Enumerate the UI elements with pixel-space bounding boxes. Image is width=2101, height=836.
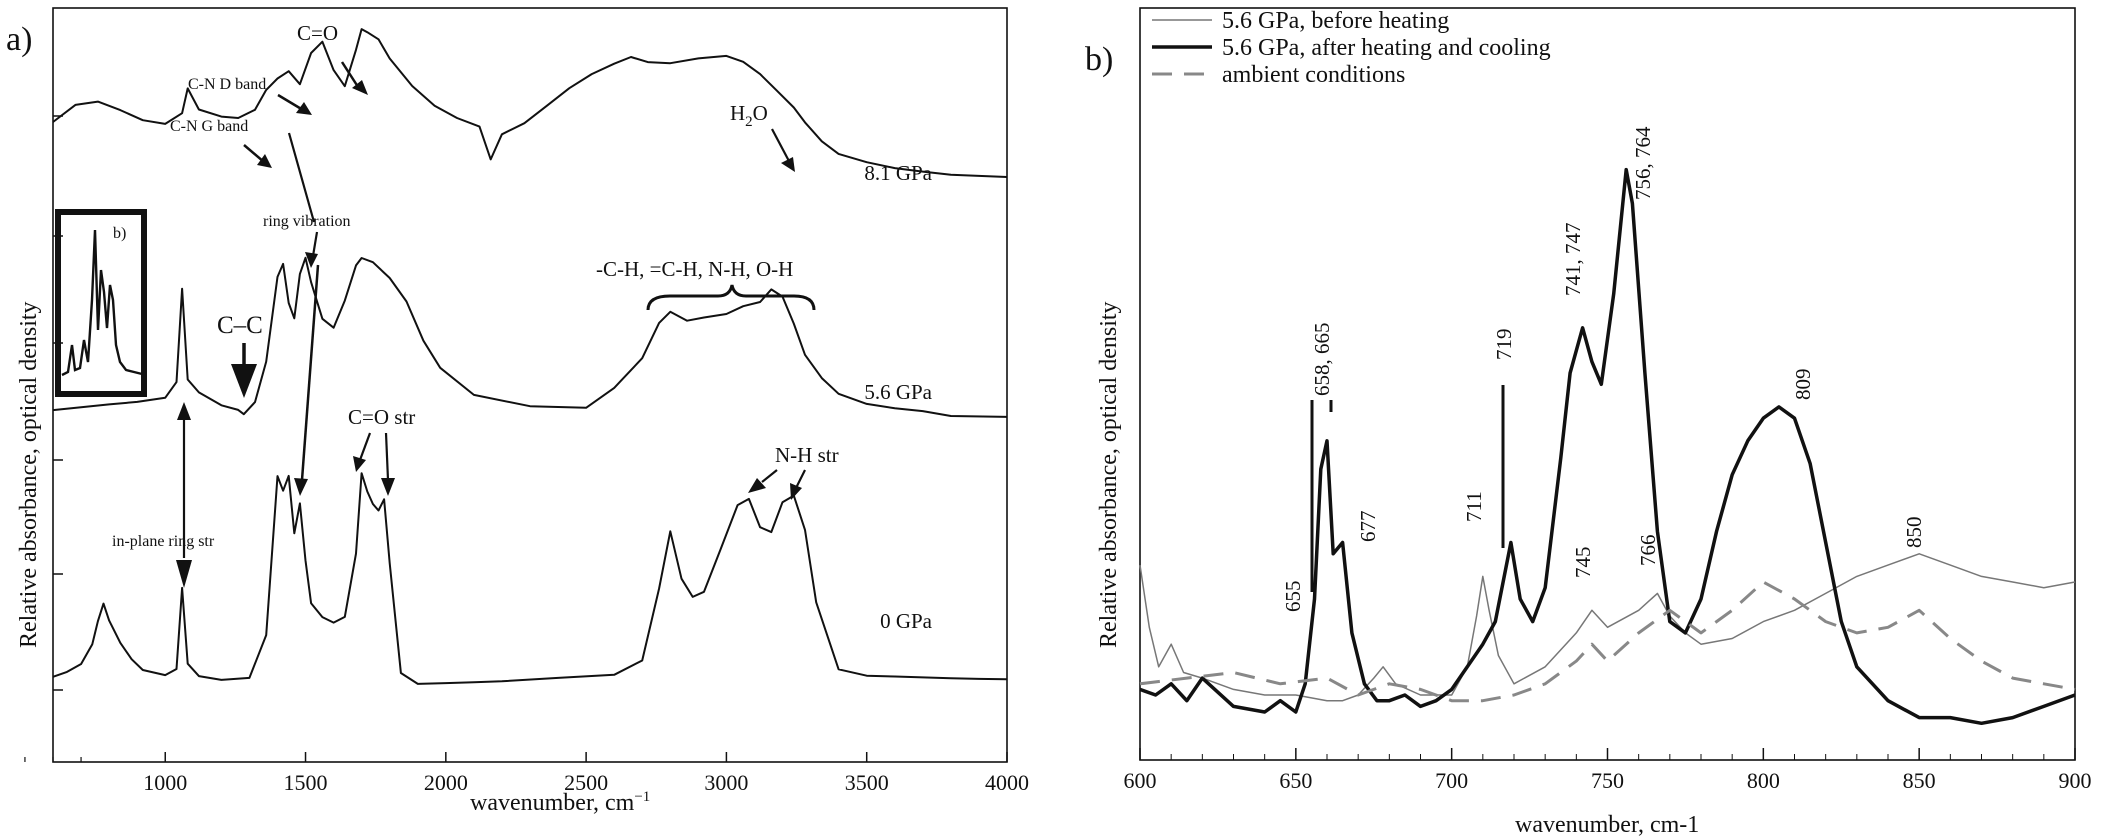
arrowhead-c-eq-o bbox=[352, 80, 368, 95]
inset-box: b) bbox=[55, 209, 147, 397]
arrowhead-cn-d-band bbox=[296, 102, 312, 115]
x-tick-label-a-4000: 4000 bbox=[985, 770, 1029, 795]
panel-b: b) 600 650 700 750 800 850 900 wavenumber, cm-… bbox=[1085, 7, 2092, 836]
panel-b-legend: 5.6 GPa, before heating 5.6 GPa, after h… bbox=[1152, 8, 1551, 88]
x-tick-label-b-600: 600 bbox=[1124, 768, 1157, 793]
series-line-b-2 bbox=[1139, 580, 2076, 703]
peak-label-741-747: 741, 747 bbox=[1561, 223, 1585, 297]
brace-ch-group bbox=[646, 284, 816, 311]
arrowhead-nh-str-right bbox=[790, 483, 802, 500]
peak-label-756-764: 756, 764 bbox=[1631, 126, 1655, 200]
peak-label-850: 850 bbox=[1902, 517, 1926, 549]
x-tick-label-a-2500: 2500 bbox=[564, 770, 608, 795]
annotation-c-eq-o: C=O bbox=[297, 21, 338, 45]
peak-label-745: 745 bbox=[1571, 547, 1595, 579]
arrow-co-str-right bbox=[384, 432, 390, 481]
arrow-co-str-left bbox=[358, 432, 372, 461]
panel-a-annotations: C=O C-N D band C-N G band H2O ring vibra… bbox=[112, 21, 839, 588]
series-line-b-0 bbox=[1139, 553, 2076, 702]
peak-label-766: 766 bbox=[1636, 535, 1660, 567]
arrowhead-h2o bbox=[781, 157, 795, 172]
x-tick-label-a-2000: 2000 bbox=[424, 770, 468, 795]
arrow-nh-str-right bbox=[795, 469, 806, 489]
arrow-cn-g-band bbox=[243, 144, 265, 163]
x-tick-label-b-900: 900 bbox=[2059, 768, 2092, 793]
panel-b-y-label: Relative absorbance, optical density bbox=[1096, 301, 1122, 648]
series-line-a-0 bbox=[52, 28, 1008, 178]
annotation-c-c: C–C bbox=[217, 312, 263, 339]
series-label-8-1-gpa: 8.1 GPa bbox=[864, 161, 932, 185]
arrow-h2o bbox=[771, 128, 791, 164]
panel-a-x-axis: 1000 1500 2000 2500 3000 3500 4000 bbox=[24, 752, 1029, 795]
x-tick-label-a-1500: 1500 bbox=[284, 770, 328, 795]
peak-label-655: 655 bbox=[1281, 581, 1305, 613]
annotation-h2o: H2O bbox=[730, 101, 768, 130]
peak-label-809: 809 bbox=[1791, 369, 1815, 401]
panel-a-x-label: wavenumber, cm−1 bbox=[470, 789, 650, 816]
arrowhead-ring-vibration-low bbox=[294, 478, 308, 496]
panel-a: a) 1000 1500 2000 2500 3000 3500 4000 wavenumb… bbox=[6, 7, 1029, 816]
arrow-ring-vibration-mid bbox=[311, 231, 319, 257]
legend-label-after-heating: 5.6 GPa, after heating and cooling bbox=[1222, 35, 1551, 61]
arrow-ring-vibration-low bbox=[300, 264, 320, 481]
arrowhead-co-str-left bbox=[353, 456, 366, 472]
series-line-a-2 bbox=[52, 472, 1008, 685]
series-label-5-6-gpa: 5.6 GPa bbox=[864, 380, 932, 404]
panel-b-x-label: wavenumber, cm-1 bbox=[1515, 812, 1699, 836]
peak-label-658-665: 658, 665 bbox=[1310, 323, 1334, 397]
arrow-cn-d-band bbox=[277, 93, 304, 112]
arrowhead-nh-str-left bbox=[748, 478, 766, 493]
annotation-co-str: C=O str bbox=[348, 405, 415, 429]
x-tick-label-b-650: 650 bbox=[1279, 768, 1312, 793]
legend-label-ambient: ambient conditions bbox=[1222, 62, 1405, 88]
annotation-ch-group: -C-H, =C-H, N-H, O-H bbox=[596, 257, 793, 281]
panel-a-y-label: Relative absorbance, optical density bbox=[16, 301, 42, 648]
arrowhead-ring-vibration-mid bbox=[305, 252, 318, 268]
annotation-cn-d-band: C-N D band bbox=[188, 76, 266, 93]
series-line-b-1 bbox=[1139, 167, 2076, 726]
panel-b-x-axis: 600 650 700 750 800 850 900 bbox=[1124, 748, 2092, 793]
panel-a-label: a) bbox=[6, 21, 32, 58]
arrowhead-in-plane-up bbox=[177, 402, 191, 420]
arrow-nh-str-left bbox=[761, 469, 778, 483]
inset-label: b) bbox=[113, 225, 126, 242]
peak-label-677: 677 bbox=[1356, 511, 1380, 543]
panel-b-series-lines bbox=[1139, 167, 2076, 726]
legend-label-before-heating: 5.6 GPa, before heating bbox=[1222, 8, 1449, 34]
peak-label-719: 719 bbox=[1492, 329, 1516, 361]
peak-label-711: 711 bbox=[1462, 491, 1486, 522]
panel-a-series-lines bbox=[52, 28, 1008, 685]
arrowhead-in-plane-down bbox=[176, 560, 192, 588]
x-tick-label-a-3500: 3500 bbox=[845, 770, 889, 795]
inset-spectrum bbox=[61, 229, 143, 377]
annotation-in-plane: in-plane ring str bbox=[112, 533, 215, 550]
x-tick-label-a-1000: 1000 bbox=[143, 770, 187, 795]
panel-b-peak-labels: 655 658, 665 677 711 719 741, 747 756, 7… bbox=[1281, 126, 1926, 612]
x-tick-label-b-750: 750 bbox=[1591, 768, 1624, 793]
arrowhead-co-str-right bbox=[381, 478, 395, 496]
panel-b-label: b) bbox=[1085, 41, 1113, 78]
arrowhead-c-c bbox=[231, 364, 257, 398]
annotation-cn-g-band: C-N G band bbox=[170, 118, 248, 135]
series-line-a-1 bbox=[52, 256, 1008, 418]
inset-frame bbox=[55, 209, 147, 397]
series-label-0-gpa: 0 GPa bbox=[880, 609, 933, 633]
x-tick-label-a-3000: 3000 bbox=[704, 770, 748, 795]
panel-a-frame bbox=[52, 7, 1008, 763]
x-tick-label-b-800: 800 bbox=[1747, 768, 1780, 793]
arrow-ring-vibration-top bbox=[287, 132, 316, 223]
panel-a-y-ticks bbox=[53, 115, 63, 691]
arrowhead-cn-g-band bbox=[257, 154, 272, 168]
annotation-ring-vibration: ring vibration bbox=[263, 213, 351, 230]
panel-b-frame bbox=[1139, 7, 2076, 761]
annotation-nh-str: N-H str bbox=[775, 443, 839, 467]
x-tick-label-b-700: 700 bbox=[1435, 768, 1468, 793]
x-tick-label-b-850: 850 bbox=[1903, 768, 1936, 793]
